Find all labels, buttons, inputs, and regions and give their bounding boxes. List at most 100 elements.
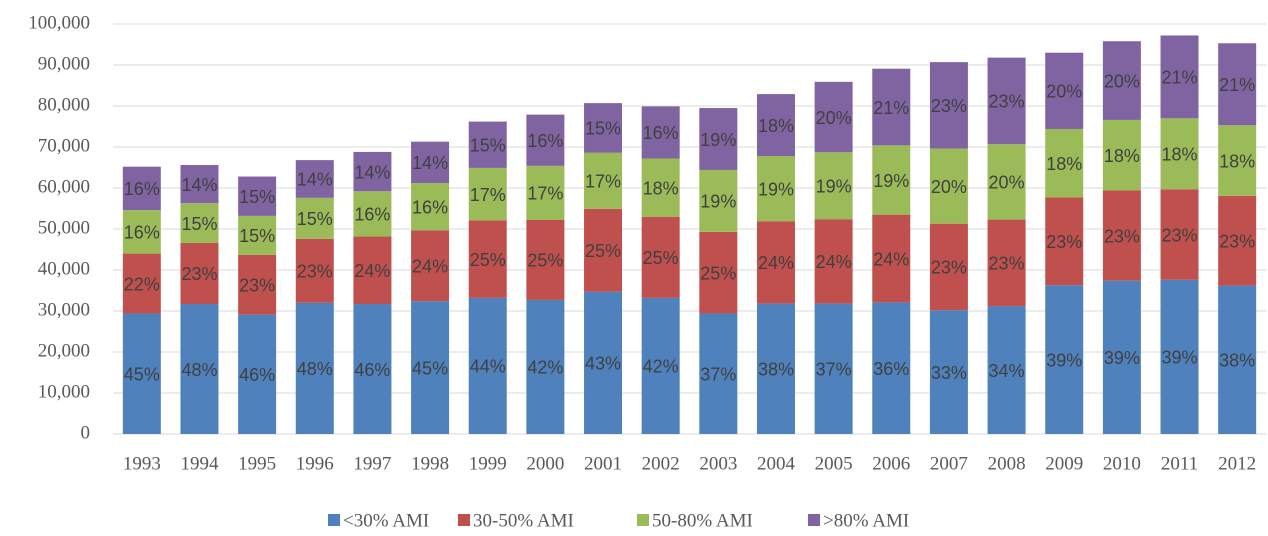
data-label: 39% [1046, 350, 1082, 370]
y-tick-label: 60,000 [38, 176, 90, 197]
legend-label: >80% AMI [823, 510, 909, 531]
bar-segment [1102, 280, 1141, 434]
bar-segment [1045, 197, 1084, 286]
bar-segment [180, 203, 219, 243]
data-label: 21% [873, 98, 909, 118]
bar-segment [295, 160, 334, 198]
bar-segment [122, 253, 161, 314]
y-tick-label: 50,000 [38, 217, 90, 238]
data-label: 16% [643, 123, 679, 143]
bar-segment [872, 302, 911, 434]
data-label: 16% [124, 223, 160, 243]
bar-segment [180, 165, 219, 204]
data-label: 17% [470, 185, 506, 205]
data-label: 17% [585, 172, 621, 192]
bar-segment [756, 303, 795, 434]
bar-segment [1045, 52, 1084, 129]
y-tick-label: 90,000 [38, 53, 90, 74]
x-tick-label: 1998 [411, 453, 449, 474]
bar-segment [526, 114, 565, 166]
data-label: 48% [181, 360, 217, 380]
bar-segment [699, 108, 738, 170]
bar-segment [872, 68, 911, 146]
legend-label: 50-80% AMI [652, 510, 753, 531]
x-tick-label: 2001 [584, 453, 622, 474]
bar-segment [1102, 41, 1141, 120]
bar-segment [353, 304, 392, 434]
bar-segment [641, 216, 680, 298]
bar-segment [468, 167, 507, 221]
data-label: 37% [816, 360, 852, 380]
data-label: 33% [931, 363, 967, 383]
data-label: 16% [124, 179, 160, 199]
bar-segment [526, 219, 565, 300]
bar-segment [872, 145, 911, 215]
data-label: 46% [239, 365, 275, 385]
bar-segment [411, 301, 450, 434]
bar-segment [756, 156, 795, 222]
data-label: 25% [700, 263, 736, 283]
data-label: 25% [643, 248, 679, 268]
data-label: 20% [989, 173, 1025, 193]
bar-segment [756, 94, 795, 157]
bar-segment [584, 291, 623, 434]
legend-label: 30-50% AMI [473, 510, 574, 531]
data-label: 23% [989, 254, 1025, 274]
data-label: 44% [470, 357, 506, 377]
data-label: 25% [470, 250, 506, 270]
bar-segment [814, 152, 853, 220]
bar-segment [929, 62, 968, 149]
bar-segment [1160, 35, 1199, 119]
bar-segment [353, 236, 392, 305]
x-tick-label: 1994 [180, 453, 219, 474]
bar-segment [353, 151, 392, 192]
bar-segment [814, 81, 853, 153]
bar-segment [295, 302, 334, 434]
data-label: 22% [124, 274, 160, 294]
data-label: 18% [1162, 145, 1198, 165]
data-label: 16% [412, 197, 448, 217]
data-label: 17% [527, 184, 563, 204]
data-label: 43% [585, 354, 621, 374]
bar-segment [1160, 118, 1199, 190]
data-label: 25% [585, 241, 621, 261]
bar-segment [526, 165, 565, 220]
data-label: 21% [1162, 68, 1198, 88]
data-label: 23% [1162, 225, 1198, 245]
data-label: 23% [297, 262, 333, 282]
data-label: 38% [758, 360, 794, 380]
bar-segment [1160, 279, 1199, 434]
bar-segment [526, 299, 565, 434]
bar-segment [1160, 189, 1199, 280]
bar-segment [468, 297, 507, 434]
data-label: 24% [873, 249, 909, 269]
data-label: 46% [354, 360, 390, 380]
data-label: 23% [1104, 226, 1140, 246]
bar-segment [641, 158, 680, 217]
bar-segment [872, 214, 911, 303]
x-tick-label: 2008 [988, 453, 1026, 474]
bar-segment [468, 121, 507, 168]
bar-segment [295, 197, 334, 239]
bar-segment [238, 176, 277, 216]
legend-swatch [458, 514, 470, 526]
bar-segment [122, 166, 161, 211]
bar-segment [929, 148, 968, 224]
x-tick-label: 1999 [469, 453, 507, 474]
legend-swatch [808, 514, 820, 526]
bar-segment [641, 106, 680, 159]
data-label: 23% [931, 258, 967, 278]
data-label: 36% [873, 359, 909, 379]
x-tick-label: 2012 [1218, 453, 1256, 474]
bar-segment [987, 144, 1026, 220]
bar-segment [295, 238, 334, 303]
bar-segment [699, 313, 738, 434]
bar-segment [122, 210, 161, 254]
x-tick-label: 2007 [930, 453, 968, 474]
y-tick-label: 0 [81, 422, 91, 443]
x-tick-label: 1993 [123, 453, 161, 474]
bar-segment [122, 313, 161, 434]
y-tick-label: 40,000 [38, 258, 90, 279]
x-tick-label: 2005 [815, 453, 853, 474]
data-label: 20% [931, 177, 967, 197]
